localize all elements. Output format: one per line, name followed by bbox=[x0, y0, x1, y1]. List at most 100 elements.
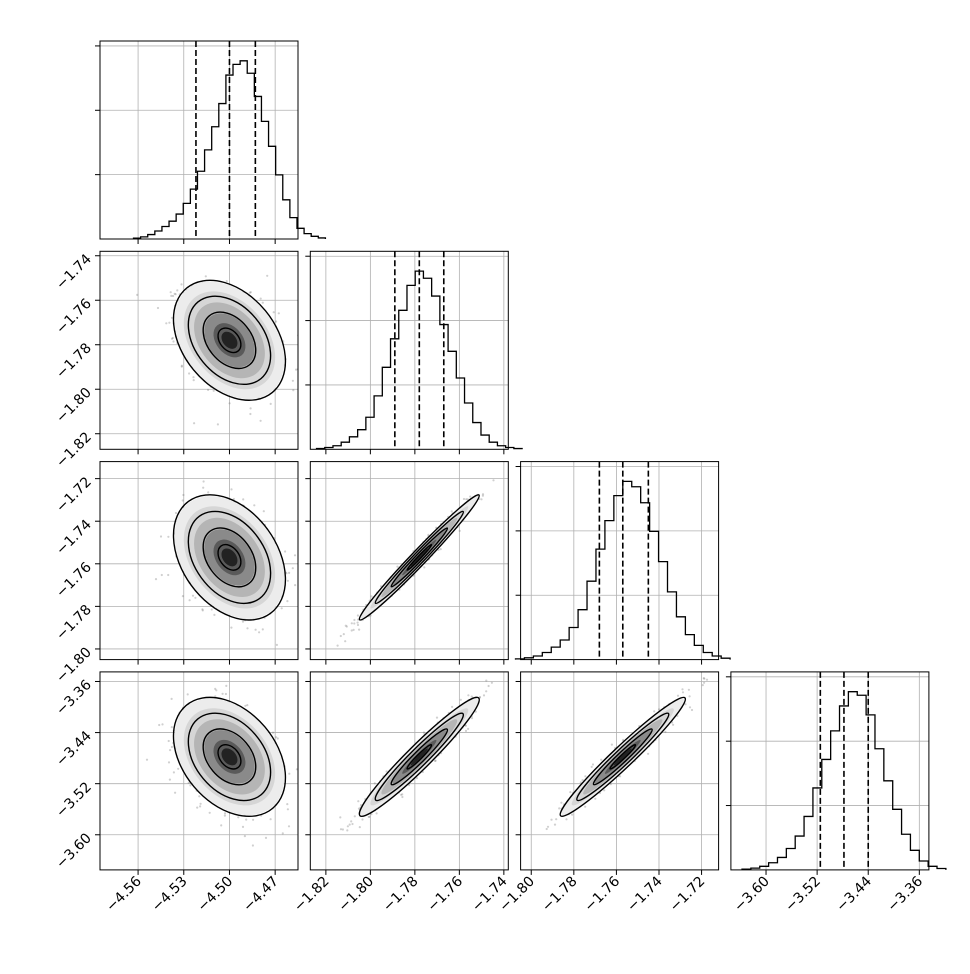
sample-point bbox=[171, 698, 173, 700]
sample-point bbox=[244, 705, 246, 707]
sample-point bbox=[351, 629, 353, 631]
sample-point bbox=[229, 402, 231, 404]
sample-point bbox=[292, 567, 294, 569]
sample-point bbox=[353, 629, 355, 631]
sample-point bbox=[250, 407, 252, 409]
sample-point bbox=[173, 771, 175, 773]
sample-point bbox=[287, 580, 289, 582]
sample-point bbox=[246, 627, 248, 629]
sample-point bbox=[250, 291, 252, 293]
sample-point bbox=[158, 724, 160, 726]
sample-point bbox=[246, 704, 248, 706]
sample-point bbox=[170, 295, 172, 297]
sample-point bbox=[451, 706, 453, 708]
sample-point bbox=[242, 498, 244, 500]
sample-point bbox=[207, 389, 209, 391]
sample-point bbox=[201, 608, 203, 610]
sample-point bbox=[175, 512, 177, 514]
sample-point bbox=[217, 423, 219, 425]
sample-point bbox=[337, 645, 339, 647]
sample-point bbox=[253, 504, 255, 506]
sample-point bbox=[207, 491, 209, 493]
hist-panel-3 bbox=[726, 672, 946, 870]
sample-point bbox=[168, 322, 170, 324]
sample-point bbox=[167, 536, 169, 538]
sample-point bbox=[237, 816, 239, 818]
sample-point bbox=[230, 488, 232, 490]
sample-point bbox=[180, 283, 182, 285]
sample-point bbox=[294, 584, 296, 586]
sample-point bbox=[358, 629, 360, 631]
sample-point bbox=[276, 644, 278, 646]
sample-point bbox=[465, 730, 467, 732]
sample-point bbox=[174, 792, 176, 794]
sample-point bbox=[181, 366, 183, 368]
sample-point bbox=[275, 320, 277, 322]
sample-point bbox=[459, 530, 461, 532]
sample-point bbox=[278, 312, 280, 314]
sample-point bbox=[354, 815, 356, 817]
scatter-panel-3-1 bbox=[305, 672, 508, 870]
sample-point bbox=[492, 479, 494, 481]
sample-point bbox=[272, 732, 274, 734]
sample-point bbox=[192, 595, 194, 597]
sample-point bbox=[440, 548, 442, 550]
sample-point bbox=[262, 302, 264, 304]
sample-point bbox=[342, 828, 344, 830]
sample-point bbox=[171, 746, 173, 748]
sample-point bbox=[225, 685, 227, 687]
sample-point bbox=[220, 824, 222, 826]
sample-point bbox=[346, 625, 348, 627]
sample-point bbox=[343, 633, 345, 635]
sample-point bbox=[213, 390, 215, 392]
sample-point bbox=[294, 554, 296, 556]
scatter-panel-3-0 bbox=[95, 672, 308, 870]
sample-point bbox=[244, 835, 246, 837]
sample-point bbox=[169, 749, 171, 751]
sample-point bbox=[192, 376, 194, 378]
sample-point bbox=[255, 629, 257, 631]
sample-point bbox=[200, 803, 202, 805]
sample-point bbox=[193, 422, 195, 424]
sample-point bbox=[463, 498, 465, 500]
sample-point bbox=[189, 784, 191, 786]
sample-point bbox=[222, 693, 224, 695]
sample-point bbox=[353, 619, 355, 621]
sample-point bbox=[209, 812, 211, 814]
panel-background bbox=[731, 672, 929, 870]
scatter-panel-1-0 bbox=[95, 251, 308, 449]
panel-background bbox=[310, 251, 508, 449]
sample-point bbox=[213, 614, 215, 616]
sample-point bbox=[188, 372, 190, 374]
sample-point bbox=[282, 832, 284, 834]
sample-point bbox=[224, 812, 226, 814]
scatter-panel-2-1 bbox=[305, 456, 509, 660]
sample-point bbox=[288, 773, 290, 775]
sample-point bbox=[215, 689, 217, 691]
sample-point bbox=[226, 280, 228, 282]
sample-point bbox=[168, 740, 170, 742]
sample-point bbox=[260, 420, 262, 422]
sample-point bbox=[469, 496, 471, 498]
sample-point bbox=[167, 574, 169, 576]
panel-background bbox=[521, 462, 719, 660]
sample-point bbox=[465, 498, 467, 500]
sample-point bbox=[288, 572, 290, 574]
sample-point bbox=[252, 819, 254, 821]
sample-point bbox=[245, 819, 247, 821]
sample-point bbox=[467, 728, 469, 730]
sample-point bbox=[161, 723, 163, 725]
sample-point bbox=[175, 293, 177, 295]
sample-point bbox=[165, 322, 167, 324]
sample-point bbox=[262, 628, 264, 630]
sample-point bbox=[160, 535, 162, 537]
sample-point bbox=[170, 291, 172, 293]
sample-point bbox=[177, 768, 179, 770]
sample-point bbox=[275, 736, 277, 738]
sample-point bbox=[295, 369, 297, 371]
sample-point bbox=[460, 699, 462, 701]
sample-point bbox=[357, 624, 359, 626]
sample-point bbox=[193, 379, 195, 381]
